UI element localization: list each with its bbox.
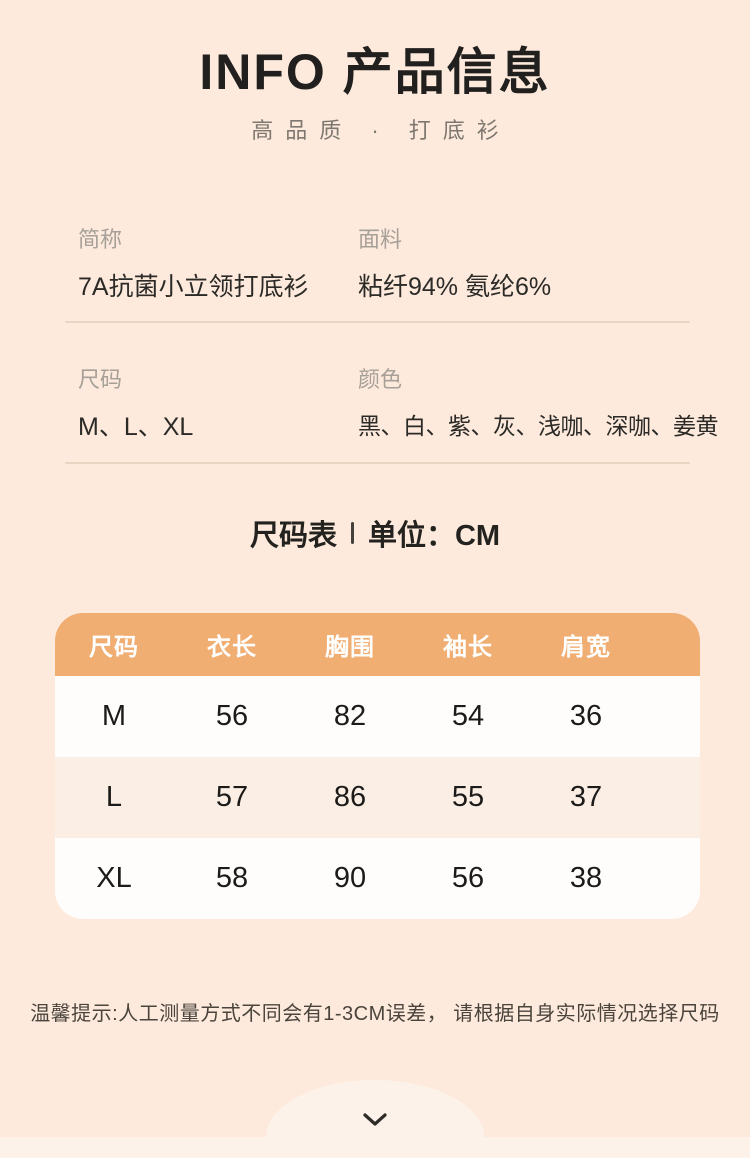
size-table-header-cell: 尺码 <box>89 634 139 661</box>
size-table-cell: 86 <box>333 781 367 813</box>
size-table-row-m: M 56 82 54 36 <box>55 676 700 757</box>
size-table-header-row: 尺码 衣长 胸围 袖长 肩宽 <box>55 613 700 676</box>
size-table-header-cell: 衣长 <box>207 634 257 661</box>
size-table-caption: 尺码表 单位：CM <box>0 512 750 554</box>
field-value: 7A抗菌小立领打底衫 <box>78 273 309 301</box>
size-table-cell: M <box>101 700 127 732</box>
divider <box>65 321 690 323</box>
field-value: M、L、XL <box>78 413 194 441</box>
field-short-name: 简称 7A抗菌小立领打底衫 <box>78 222 309 303</box>
measurement-note: 温馨提示:人工测量方式不同会有1-3CM误差， 请根据自身实际情况选择尺码 <box>30 1003 720 1025</box>
field-label: 面料 <box>358 227 403 252</box>
chevron-down-icon <box>363 1113 387 1126</box>
size-table-cell: 55 <box>451 781 485 813</box>
page-subtitle: 高品质 · 打底衫 <box>251 117 511 143</box>
field-fabric: 面料 粘纤94% 氨纶6% <box>358 222 551 303</box>
size-table-header-cell: 肩宽 <box>561 634 611 661</box>
field-size: 尺码 M、L、XL <box>78 362 193 443</box>
size-table-cell: 38 <box>569 862 603 894</box>
size-table-header-cell: 袖长 <box>443 634 493 661</box>
size-table-header-cell: 胸围 <box>325 634 375 661</box>
size-table-cell: 37 <box>569 781 603 813</box>
field-value: 粘纤94% 氨纶6% <box>358 273 552 301</box>
size-table-cell: 56 <box>451 862 485 894</box>
size-table-cell: L <box>105 781 123 813</box>
field-label: 尺码 <box>78 367 123 392</box>
size-table-cell: 56 <box>215 700 249 732</box>
field-value: 黑、白、紫、灰、浅咖、深咖、姜黄 <box>358 413 719 439</box>
page-header: INFO 产品信息 高品质 · 打底衫 <box>0 0 750 145</box>
divider <box>65 462 690 464</box>
size-table-cell: 90 <box>333 862 367 894</box>
size-table-cell: XL <box>96 862 132 894</box>
size-table: 尺码 衣长 胸围 袖长 肩宽 M 56 82 54 36 L 57 86 55 … <box>55 613 700 919</box>
size-table-row-xl: XL 58 90 56 38 <box>55 838 700 919</box>
page-title: INFO 产品信息 <box>199 44 551 100</box>
field-label: 颜色 <box>358 367 403 392</box>
bottom-strip <box>0 1137 750 1158</box>
size-table-cell: 58 <box>215 862 249 894</box>
size-table-caption-right: 单位：CM <box>367 520 501 552</box>
field-color: 颜色 黑、白、紫、灰、浅咖、深咖、姜黄 <box>358 362 719 441</box>
caption-separator <box>350 522 354 544</box>
size-table-cell: 54 <box>451 700 485 732</box>
size-table-cell: 57 <box>215 781 249 813</box>
size-table-cell: 36 <box>569 700 603 732</box>
size-table-caption-left: 尺码表 <box>249 520 337 552</box>
size-table-cell: 82 <box>333 700 367 732</box>
expand-chevron-button[interactable] <box>362 1112 388 1128</box>
field-label: 简称 <box>78 227 123 252</box>
size-table-row-l: L 57 86 55 37 <box>55 757 700 838</box>
